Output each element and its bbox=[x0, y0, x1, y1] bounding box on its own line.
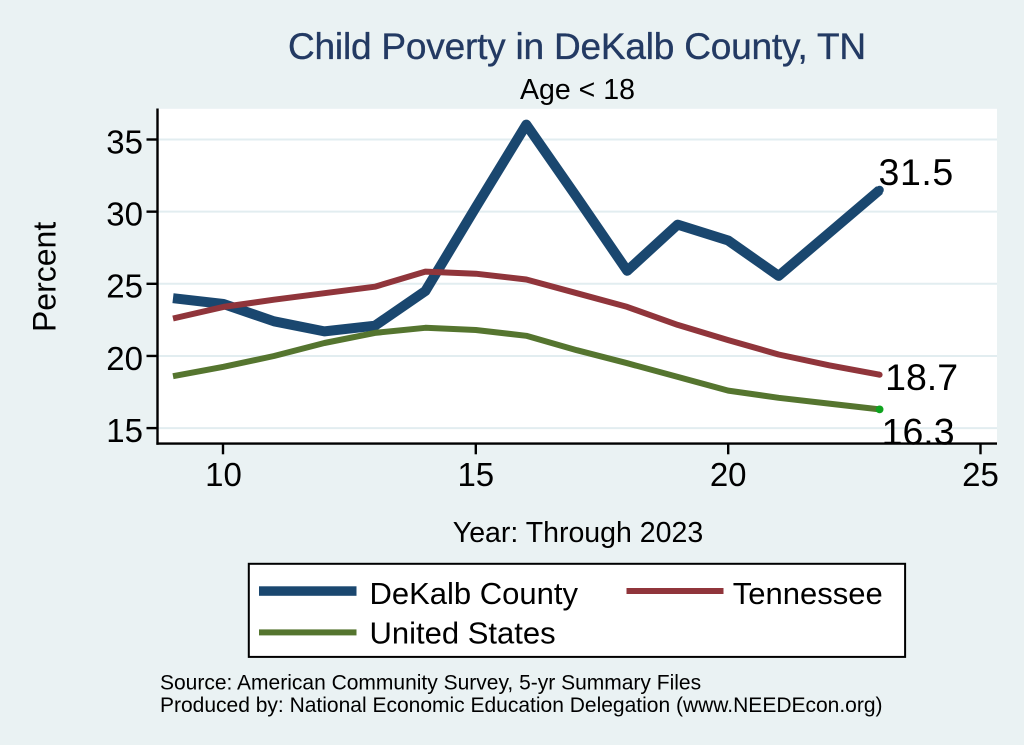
svg-text:20: 20 bbox=[106, 340, 143, 377]
svg-text:Age < 18: Age < 18 bbox=[520, 74, 635, 106]
svg-text:Child Poverty in DeKalb County: Child Poverty in DeKalb County, TN bbox=[288, 26, 866, 67]
svg-text:15: 15 bbox=[106, 412, 143, 449]
svg-text:31.5: 31.5 bbox=[879, 151, 954, 193]
svg-text:35: 35 bbox=[106, 123, 143, 160]
svg-text:Tennessee: Tennessee bbox=[733, 576, 883, 611]
svg-text:Source: American Community Sur: Source: American Community Survey, 5-yr … bbox=[160, 672, 701, 695]
svg-text:25: 25 bbox=[106, 268, 143, 305]
svg-text:25: 25 bbox=[962, 456, 999, 493]
svg-text:Produced by: National Economic: Produced by: National Economic Education… bbox=[160, 694, 883, 717]
svg-text:18.7: 18.7 bbox=[885, 356, 958, 398]
svg-text:15: 15 bbox=[457, 456, 494, 493]
svg-text:30: 30 bbox=[106, 195, 143, 232]
svg-text:Percent: Percent bbox=[26, 222, 62, 332]
svg-text:DeKalb County: DeKalb County bbox=[370, 576, 579, 611]
svg-text:16.3: 16.3 bbox=[882, 410, 955, 452]
svg-text:Year: Through 2023: Year: Through 2023 bbox=[453, 517, 703, 549]
svg-text:10: 10 bbox=[205, 456, 242, 493]
svg-text:United States: United States bbox=[370, 616, 556, 651]
svg-text:20: 20 bbox=[710, 456, 747, 493]
